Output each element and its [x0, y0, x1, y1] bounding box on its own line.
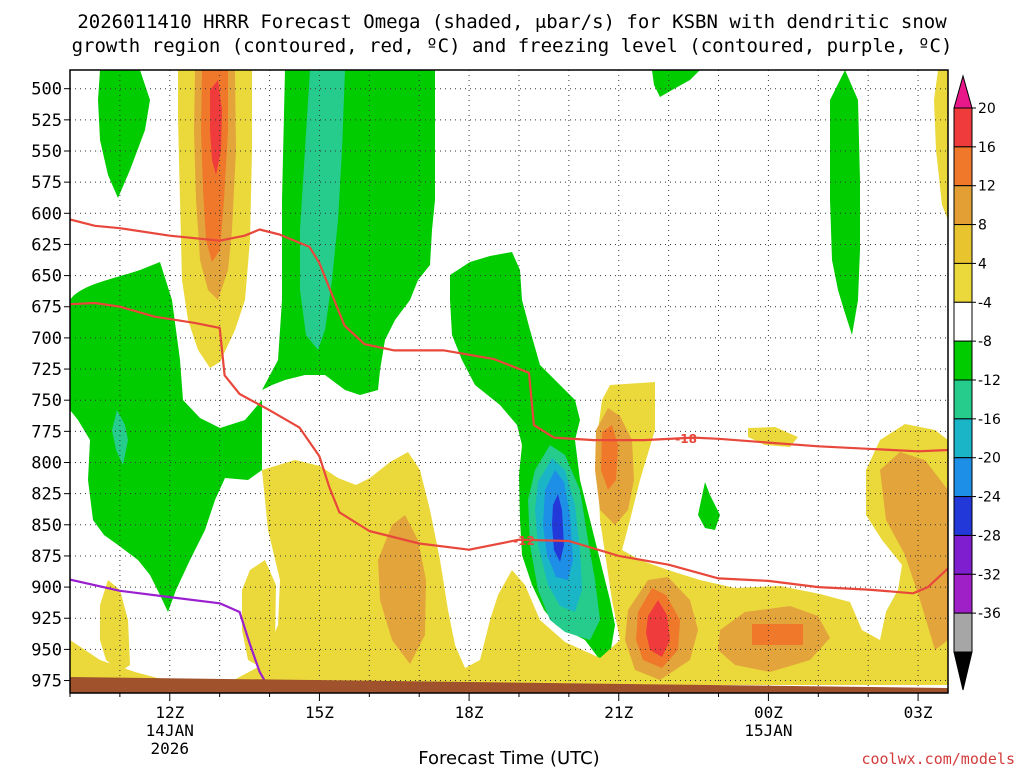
omega-upward-core-darkblue — [552, 494, 564, 562]
omega-downward-21z-darkorange — [601, 425, 618, 490]
omega-downward-22z-red — [646, 600, 670, 657]
y-tick-label: 925 — [31, 609, 62, 629]
x-tick-label: 12Z — [155, 703, 184, 722]
y-tick-label: 525 — [31, 111, 62, 131]
y-tick-label: 800 — [31, 453, 62, 473]
omega-downward-13z-red — [210, 80, 222, 175]
contour-dendritic-minus12 — [70, 301, 948, 595]
y-tick-label: 975 — [31, 672, 62, 692]
colorbar-swatch — [953, 457, 973, 498]
colorbar-swatch — [953, 379, 973, 420]
omega-downward-far-right-top — [934, 70, 948, 220]
colorbar-swatch — [953, 185, 973, 226]
colorbar-label: -36 — [978, 606, 1001, 622]
omega-upward-15z-teal — [300, 70, 345, 350]
colorbar-label: -4 — [978, 295, 992, 311]
colorbar-top-arrow — [953, 74, 973, 109]
colorbar-swatch — [953, 573, 973, 614]
x-tick-label: 03Z — [904, 703, 933, 722]
colorbar: 20 16 12 8 4 -4 -8 -12 -16 -20 -24 -28 -32 -36 — [953, 74, 1001, 691]
colorbar-label: -12 — [978, 373, 1001, 389]
x-tick-label: 15Z — [305, 703, 334, 722]
x-tick-label: 00Z — [754, 703, 783, 722]
contour-label-minus12: -12 — [513, 534, 535, 548]
colorbar-label: 8 — [978, 218, 987, 234]
colorbar-swatch — [953, 340, 973, 381]
contours: -18 -12 — [70, 218, 948, 682]
omega-upward-0230z-column — [830, 70, 860, 335]
colorbar-label: -16 — [978, 412, 1001, 428]
colorbar-label: -8 — [978, 334, 992, 350]
colorbar-label: -20 — [978, 451, 1001, 467]
colorbar-bottom-arrow — [953, 651, 973, 691]
plot-border — [69, 69, 949, 694]
y-tick-label: 650 — [31, 267, 62, 287]
chart-title-line2: growth region (contoured, red, ºC) and f… — [72, 35, 953, 57]
credit-text: coolwx.com/models — [861, 750, 1015, 768]
colorbar-swatch — [953, 301, 973, 342]
y-tick-label: 950 — [31, 640, 62, 660]
colorbar-label: -28 — [978, 528, 1001, 544]
colorbar-label: 20 — [978, 101, 996, 117]
omega-upward-right-top — [652, 70, 700, 97]
y-tick-label: 750 — [31, 391, 62, 411]
contour-freezing-level — [70, 578, 266, 682]
omega-upward-left-teal — [112, 410, 128, 465]
omega-downward-00z-darkorange — [752, 624, 803, 645]
y-tick-label: 600 — [31, 204, 62, 224]
y-tick-label: 675 — [31, 298, 62, 318]
y-axis: 500 525 550 575 600 625 650 675 700 725 750 775 800 8… — [31, 80, 70, 692]
omega-downward-left-small — [100, 580, 130, 672]
omega-upward-left-lobe — [70, 262, 262, 612]
colorbar-label: -24 — [978, 490, 1001, 506]
x-tick-label: 18Z — [455, 703, 484, 722]
omega-downward-03z-orange — [880, 452, 948, 650]
omega-downward-16z-region — [70, 382, 948, 685]
y-tick-label: 725 — [31, 360, 62, 380]
colorbar-swatch — [953, 418, 973, 459]
colorbar-swatch — [953, 612, 973, 653]
y-tick-label: 625 — [31, 235, 62, 255]
y-tick-label: 700 — [31, 329, 62, 349]
colorbar-swatch — [953, 534, 973, 575]
omega-upward-small-2330 — [698, 482, 720, 530]
y-tick-label: 775 — [31, 422, 62, 442]
colorbar-label: 16 — [978, 140, 996, 156]
x-axis-title: Forecast Time (UTC) — [418, 748, 599, 768]
omega-downward-1630-orange — [378, 515, 426, 664]
colorbar-swatch — [953, 224, 973, 264]
plot-area: -18 -12 — [69, 69, 949, 694]
y-tick-label: 850 — [31, 516, 62, 536]
omega-upward-upper-left — [98, 70, 150, 198]
x-tick-year: 2026 — [151, 739, 190, 758]
colorbar-swatch — [953, 107, 973, 148]
colorbar-label: -32 — [978, 567, 1001, 583]
y-tick-label: 875 — [31, 547, 62, 567]
x-tick-label: 21Z — [604, 703, 633, 722]
y-tick-label: 550 — [31, 142, 62, 162]
contour-label-minus18: -18 — [675, 432, 697, 446]
ground-surface — [70, 677, 948, 693]
y-tick-label: 575 — [31, 173, 62, 193]
omega-shading — [70, 70, 948, 685]
y-tick-label: 825 — [31, 485, 62, 505]
colorbar-swatch — [953, 146, 973, 187]
y-tick-label: 900 — [31, 578, 62, 598]
colorbar-label: 4 — [978, 256, 987, 272]
x-tick-date: 14JAN — [146, 721, 194, 740]
y-tick-label: 500 — [31, 80, 62, 100]
chart-title-line1: 2026011410 HRRR Forecast Omega (shaded, … — [77, 11, 947, 33]
colorbar-label: 12 — [978, 179, 996, 195]
contour-dendritic-minus18 — [70, 218, 948, 453]
colorbar-swatch — [953, 496, 973, 536]
x-tick-date: 15JAN — [744, 721, 792, 740]
colorbar-swatch — [953, 262, 973, 303]
